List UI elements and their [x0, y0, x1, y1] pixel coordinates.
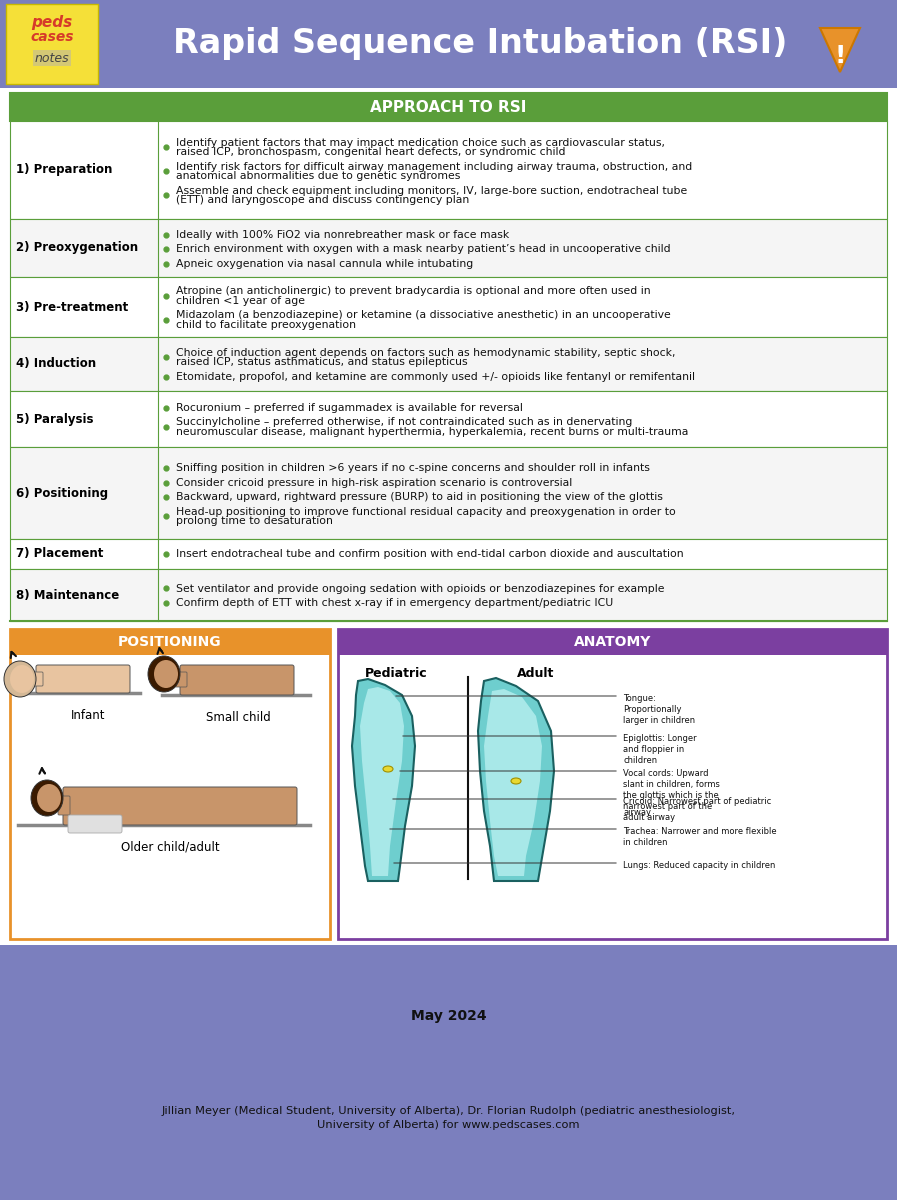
Text: prolong time to desaturation: prolong time to desaturation — [176, 516, 333, 527]
Text: Infant: Infant — [71, 709, 105, 722]
Text: 6) Positioning: 6) Positioning — [16, 486, 109, 499]
Text: Set ventilator and provide ongoing sedation with opioids or benzodiazepines for : Set ventilator and provide ongoing sedat… — [176, 583, 665, 594]
Ellipse shape — [10, 665, 34, 692]
Text: Etomidate, propofol, and ketamine are commonly used +/- opioids like fentanyl or: Etomidate, propofol, and ketamine are co… — [176, 372, 695, 382]
FancyBboxPatch shape — [10, 629, 330, 938]
Ellipse shape — [154, 660, 178, 688]
Text: Pediatric: Pediatric — [365, 667, 427, 680]
FancyBboxPatch shape — [10, 121, 887, 218]
FancyBboxPatch shape — [68, 815, 122, 833]
Text: Assemble and check equipment including monitors, IV, large-bore suction, endotra: Assemble and check equipment including m… — [176, 186, 687, 196]
Text: Rapid Sequence Intubation (RSI): Rapid Sequence Intubation (RSI) — [173, 28, 788, 60]
Text: Rocuronium – preferred if sugammadex is available for reversal: Rocuronium – preferred if sugammadex is … — [176, 403, 523, 413]
FancyBboxPatch shape — [338, 629, 887, 655]
Text: anatomical abnormalities due to genetic syndromes: anatomical abnormalities due to genetic … — [176, 170, 460, 181]
FancyBboxPatch shape — [10, 218, 887, 277]
Text: Trachea: Narrower and more flexible
in children: Trachea: Narrower and more flexible in c… — [623, 827, 777, 847]
Text: Small child: Small child — [205, 710, 270, 724]
Text: May 2024: May 2024 — [411, 1009, 486, 1024]
Polygon shape — [484, 689, 542, 876]
Text: ANATOMY: ANATOMY — [574, 635, 651, 649]
Text: Jillian Meyer (Medical Student, University of Alberta), Dr. Florian Rudolph (ped: Jillian Meyer (Medical Student, Universi… — [161, 1106, 736, 1130]
Text: Confirm depth of ETT with chest x-ray if in emergency department/pediatric ICU: Confirm depth of ETT with chest x-ray if… — [176, 598, 614, 608]
Text: notes: notes — [35, 52, 69, 65]
Text: Apneic oxygenation via nasal cannula while intubating: Apneic oxygenation via nasal cannula whi… — [176, 259, 474, 269]
Text: Adult: Adult — [518, 667, 554, 680]
FancyBboxPatch shape — [63, 787, 297, 826]
FancyBboxPatch shape — [10, 569, 887, 622]
FancyBboxPatch shape — [10, 539, 887, 569]
Text: (ETT) and laryngoscope and discuss contingency plan: (ETT) and laryngoscope and discuss conti… — [176, 194, 469, 205]
Text: 3) Pre-treatment: 3) Pre-treatment — [16, 300, 128, 313]
Text: 8) Maintenance: 8) Maintenance — [16, 588, 119, 601]
Text: Consider cricoid pressure in high-risk aspiration scenario is controversial: Consider cricoid pressure in high-risk a… — [176, 478, 572, 487]
Text: peds: peds — [31, 14, 73, 30]
Text: Choice of induction agent depends on factors such as hemodynamic stability, sept: Choice of induction agent depends on fac… — [176, 348, 675, 358]
Text: 2) Preoxygenation: 2) Preoxygenation — [16, 241, 138, 254]
Text: neuromuscular disease, malignant hyperthermia, hyperkalemia, recent burns or mul: neuromuscular disease, malignant hyperth… — [176, 427, 688, 437]
Ellipse shape — [4, 661, 36, 697]
Polygon shape — [820, 28, 860, 72]
Text: raised ICP, bronchospasm, congenital heart defects, or syndromic child: raised ICP, bronchospasm, congenital hea… — [176, 146, 565, 157]
Text: Backward, upward, rightward pressure (BURP) to aid in positioning the view of th: Backward, upward, rightward pressure (BU… — [176, 492, 663, 503]
Text: APPROACH TO RSI: APPROACH TO RSI — [370, 100, 527, 114]
FancyBboxPatch shape — [31, 672, 43, 686]
Text: Midazolam (a benzodiazepine) or ketamine (a dissociative anesthetic) in an uncoo: Midazolam (a benzodiazepine) or ketamine… — [176, 310, 671, 320]
FancyBboxPatch shape — [10, 277, 887, 337]
Text: Older child/adult: Older child/adult — [121, 841, 219, 854]
Text: Atropine (an anticholinergic) to prevent bradycardia is optional and more often : Atropine (an anticholinergic) to prevent… — [176, 286, 650, 296]
Text: !: ! — [834, 44, 846, 68]
Text: 1) Preparation: 1) Preparation — [16, 163, 112, 176]
FancyBboxPatch shape — [10, 337, 887, 391]
FancyBboxPatch shape — [6, 4, 98, 84]
Text: 4) Induction: 4) Induction — [16, 358, 96, 371]
FancyBboxPatch shape — [58, 796, 70, 815]
FancyBboxPatch shape — [0, 946, 897, 1200]
Text: Tongue:
Proportionally
larger in children: Tongue: Proportionally larger in childre… — [623, 694, 695, 725]
Text: POSITIONING: POSITIONING — [118, 635, 222, 649]
FancyBboxPatch shape — [180, 665, 294, 695]
Text: Identify risk factors for difficult airway management including airway trauma, o: Identify risk factors for difficult airw… — [176, 162, 692, 172]
Text: 7) Placement: 7) Placement — [16, 547, 103, 560]
FancyBboxPatch shape — [175, 672, 187, 686]
Text: Insert endotracheal tube and confirm position with end-tidal carbon dioxide and : Insert endotracheal tube and confirm pos… — [176, 550, 684, 559]
Text: Epiglottis: Longer
and floppier in
children: Epiglottis: Longer and floppier in child… — [623, 734, 697, 766]
Text: child to facilitate preoxygenation: child to facilitate preoxygenation — [176, 319, 356, 330]
Text: Identify patient factors that may impact medication choice such as cardiovascula: Identify patient factors that may impact… — [176, 138, 665, 148]
FancyBboxPatch shape — [36, 665, 130, 692]
Text: Sniffing position in children >6 years if no c-spine concerns and shoulder roll : Sniffing position in children >6 years i… — [176, 463, 649, 473]
Text: cases: cases — [30, 30, 74, 44]
Text: Head-up positioning to improve functional residual capacity and preoxygenation i: Head-up positioning to improve functiona… — [176, 506, 675, 517]
Text: Ideally with 100% FiO2 via nonrebreather mask or face mask: Ideally with 100% FiO2 via nonrebreather… — [176, 229, 509, 240]
Text: Lungs: Reduced capacity in children: Lungs: Reduced capacity in children — [623, 862, 775, 870]
Ellipse shape — [31, 780, 63, 816]
FancyBboxPatch shape — [0, 0, 897, 88]
FancyBboxPatch shape — [10, 629, 330, 655]
Text: Cricoid: Narrowest part of pediatric
airway: Cricoid: Narrowest part of pediatric air… — [623, 797, 771, 817]
Ellipse shape — [511, 778, 521, 784]
Text: Succinylcholine – preferred otherwise, if not contraindicated such as in denerva: Succinylcholine – preferred otherwise, i… — [176, 418, 632, 427]
Text: children <1 year of age: children <1 year of age — [176, 295, 305, 306]
FancyBboxPatch shape — [338, 629, 887, 938]
Text: Vocal cords: Upward
slant in children, forms
the glottis which is the
narrowest : Vocal cords: Upward slant in children, f… — [623, 769, 720, 822]
FancyBboxPatch shape — [10, 391, 887, 446]
Ellipse shape — [148, 656, 180, 692]
Polygon shape — [478, 678, 554, 881]
Polygon shape — [352, 679, 415, 881]
Polygon shape — [360, 686, 404, 876]
Text: 5) Paralysis: 5) Paralysis — [16, 413, 93, 426]
FancyBboxPatch shape — [10, 446, 887, 539]
Ellipse shape — [383, 766, 393, 772]
Ellipse shape — [37, 784, 61, 812]
Text: raised ICP, status asthmaticus, and status epilepticus: raised ICP, status asthmaticus, and stat… — [176, 358, 467, 367]
FancyBboxPatch shape — [10, 92, 887, 121]
Text: Enrich environment with oxygen with a mask nearby patient’s head in uncooperativ: Enrich environment with oxygen with a ma… — [176, 245, 671, 254]
